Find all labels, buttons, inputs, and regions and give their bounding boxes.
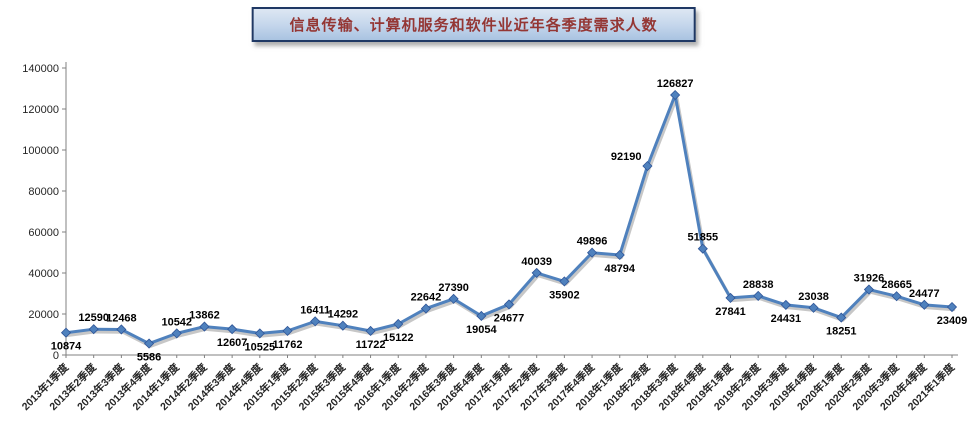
data-point-marker bbox=[476, 310, 487, 322]
data-label: 35902 bbox=[549, 289, 580, 301]
data-point-marker bbox=[143, 338, 155, 349]
y-axis-tick-label: 60000 bbox=[28, 227, 59, 239]
data-point-marker bbox=[919, 299, 930, 310]
data-label: 28838 bbox=[743, 279, 774, 291]
y-axis-tick-label: 100000 bbox=[22, 145, 59, 157]
data-point-marker bbox=[586, 247, 598, 258]
data-label: 18251 bbox=[826, 326, 857, 338]
data-point-marker bbox=[503, 299, 515, 310]
data-label: 27841 bbox=[715, 306, 746, 318]
data-point-marker bbox=[836, 312, 847, 323]
data-point-marker bbox=[310, 316, 321, 327]
data-point-marker bbox=[753, 290, 764, 301]
data-point-marker bbox=[199, 321, 210, 332]
data-label: 24677 bbox=[494, 312, 525, 324]
data-label: 92190 bbox=[611, 151, 642, 163]
data-point-marker bbox=[254, 328, 265, 339]
data-label: 40039 bbox=[521, 256, 552, 268]
data-point-marker bbox=[116, 324, 127, 335]
data-label: 12468 bbox=[106, 312, 137, 324]
data-point-marker bbox=[697, 243, 708, 254]
data-label: 10525 bbox=[245, 341, 276, 353]
data-point-marker bbox=[531, 267, 542, 278]
data-point-marker bbox=[393, 318, 404, 330]
data-label: 14292 bbox=[328, 309, 359, 321]
data-point-marker bbox=[808, 302, 819, 313]
data-point-marker bbox=[670, 89, 681, 101]
data-point-marker bbox=[780, 299, 791, 310]
data-label: 22642 bbox=[411, 292, 442, 304]
data-point-marker bbox=[946, 301, 958, 313]
data-label: 13862 bbox=[189, 310, 220, 322]
data-label: 126827 bbox=[657, 78, 694, 90]
data-label: 28665 bbox=[881, 279, 912, 291]
data-label: 24477 bbox=[909, 288, 940, 300]
data-point-marker bbox=[365, 325, 376, 337]
data-point-marker bbox=[891, 291, 902, 302]
data-label: 12590 bbox=[78, 312, 109, 324]
data-label: 48794 bbox=[604, 263, 635, 275]
data-label: 10542 bbox=[161, 316, 192, 328]
data-label: 15122 bbox=[383, 332, 414, 344]
data-point-marker bbox=[863, 284, 875, 295]
data-label: 23409 bbox=[937, 315, 968, 327]
data-label: 10874 bbox=[51, 341, 82, 353]
data-point-marker bbox=[725, 292, 736, 303]
data-point-marker bbox=[227, 324, 238, 335]
data-label: 12607 bbox=[217, 337, 248, 349]
data-point-marker bbox=[60, 327, 72, 338]
data-point-marker bbox=[171, 328, 182, 339]
y-axis-tick-label: 40000 bbox=[28, 268, 59, 280]
y-axis-tick-label: 140000 bbox=[22, 63, 59, 75]
data-label: 11722 bbox=[356, 339, 386, 351]
data-point-marker bbox=[642, 160, 653, 172]
data-label: 5586 bbox=[137, 352, 161, 364]
data-point-marker bbox=[614, 249, 625, 261]
data-point-marker bbox=[448, 293, 459, 304]
chart-title: 信息传输、计算机服务和软件业近年各季度需求人数 bbox=[251, 7, 696, 42]
data-point-marker bbox=[337, 320, 348, 331]
y-axis-tick-label: 80000 bbox=[28, 186, 59, 198]
y-axis-tick-label: 0 bbox=[53, 350, 59, 362]
data-point-marker bbox=[420, 303, 432, 314]
data-label: 51855 bbox=[688, 232, 719, 244]
data-point-marker bbox=[282, 325, 293, 336]
data-label: 49896 bbox=[577, 236, 608, 248]
data-label: 16411 bbox=[300, 304, 330, 316]
data-label: 24431 bbox=[771, 313, 802, 325]
line-chart: 0 20000 40000 60000 80000 100000 120000 140000 1… bbox=[19, 62, 968, 413]
data-label: 23038 bbox=[798, 291, 829, 303]
y-axis-tick-label: 20000 bbox=[28, 309, 59, 321]
data-label: 31926 bbox=[854, 273, 885, 285]
data-label: 27390 bbox=[438, 282, 469, 294]
data-point-marker bbox=[88, 324, 99, 335]
data-point-marker bbox=[559, 276, 570, 287]
y-axis-tick-label: 120000 bbox=[22, 104, 59, 116]
data-label: 11762 bbox=[273, 339, 303, 351]
data-label: 19054 bbox=[466, 324, 497, 336]
